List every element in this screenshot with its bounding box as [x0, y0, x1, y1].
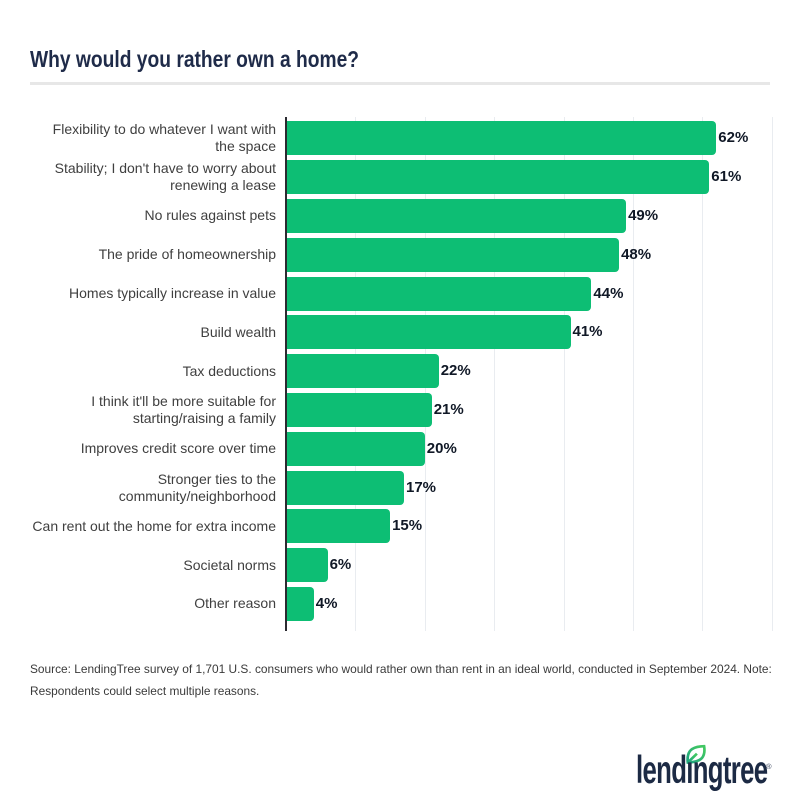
- svg-text:lendıngtree: lendıngtree: [636, 749, 768, 793]
- svg-text:®: ®: [766, 762, 772, 771]
